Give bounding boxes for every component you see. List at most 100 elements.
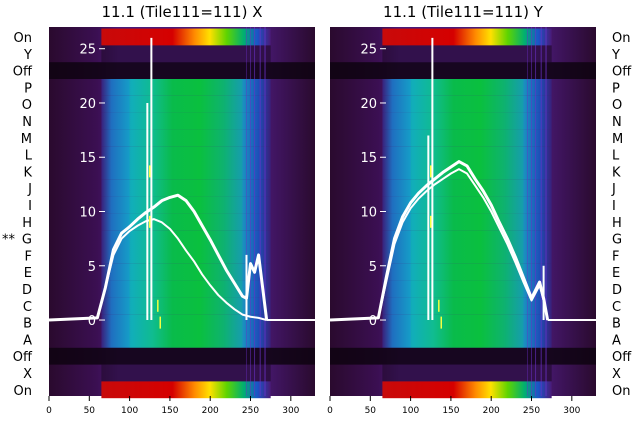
x-tick-label: 150 bbox=[442, 406, 459, 416]
heatmap-row-f bbox=[101, 247, 271, 264]
y-tick-label: 10 bbox=[79, 206, 96, 221]
heatmap-row-c bbox=[101, 297, 271, 315]
row-marker: ** bbox=[2, 233, 16, 248]
row-label: L bbox=[25, 149, 33, 164]
x-tick-label: 250 bbox=[523, 406, 540, 416]
heatmap-row-y bbox=[101, 45, 271, 63]
chart-title: 11.1 (Tile111=111) X bbox=[101, 3, 262, 21]
row-label: C bbox=[612, 300, 621, 315]
heatmap-row-l bbox=[382, 146, 552, 163]
row-label: A bbox=[23, 333, 32, 348]
heatmap-row-p bbox=[382, 79, 552, 96]
heatmap-row-k bbox=[101, 163, 271, 180]
heatmap-row-c bbox=[382, 297, 552, 315]
heatmap-row-off bbox=[330, 62, 596, 79]
heatmap-row-on bbox=[101, 28, 271, 46]
row-label: G bbox=[612, 233, 622, 248]
row-label: A bbox=[612, 333, 621, 348]
heatmap-row-f bbox=[382, 247, 552, 264]
x-tick-label: 100 bbox=[121, 406, 138, 416]
x-tick-label: 250 bbox=[242, 406, 259, 416]
row-label: Y bbox=[23, 48, 32, 63]
row-label: I bbox=[612, 199, 616, 214]
x-tick-label: 300 bbox=[563, 406, 580, 416]
row-label: H bbox=[612, 216, 622, 231]
heatmap-row-h bbox=[382, 213, 552, 231]
heatmap-row-l bbox=[101, 146, 271, 163]
x-tick-label: 0 bbox=[327, 406, 333, 416]
row-label: X bbox=[612, 367, 621, 382]
y-tick-label: 10 bbox=[360, 206, 377, 221]
heatmap-row-o bbox=[382, 95, 552, 113]
chart-panel-y: 11.1 (Tile111=111) YOnYOffPONMLKJIHGFEDC… bbox=[327, 3, 632, 416]
row-label: N bbox=[612, 115, 622, 130]
heatmap-row-b bbox=[382, 314, 552, 331]
heatmap-row-off bbox=[49, 347, 315, 365]
heatmap-row-i bbox=[382, 196, 552, 214]
heatmap-row-a bbox=[101, 331, 271, 348]
heatmap-row-g bbox=[101, 230, 271, 247]
row-label: On bbox=[14, 384, 32, 399]
row-label: F bbox=[612, 249, 619, 264]
heatmap-row-on bbox=[101, 381, 271, 399]
heatmap-row-x bbox=[382, 364, 552, 382]
heatmap-row-k bbox=[382, 163, 552, 180]
heatmap-row-m bbox=[382, 129, 552, 147]
y-tick-label: 0 bbox=[369, 314, 377, 329]
heatmap-row-on bbox=[382, 28, 552, 46]
heatmap-row-a bbox=[382, 331, 552, 348]
heatmap-row-e bbox=[101, 263, 271, 281]
x-tick-label: 0 bbox=[46, 406, 52, 416]
y-tick-label: 20 bbox=[79, 97, 96, 112]
x-tick-label: 100 bbox=[402, 406, 419, 416]
row-label: K bbox=[23, 165, 32, 180]
heatmap-row-on bbox=[382, 381, 552, 399]
row-label: E bbox=[612, 266, 620, 281]
row-label: K bbox=[612, 165, 621, 180]
heatmap-row-x bbox=[101, 364, 271, 382]
row-label: Off bbox=[13, 350, 33, 365]
row-label: Off bbox=[612, 350, 632, 365]
row-label: F bbox=[25, 249, 32, 264]
row-label: M bbox=[21, 132, 32, 147]
heatmap-row-i bbox=[101, 196, 271, 214]
y-tick-label: 25 bbox=[79, 43, 96, 58]
row-label: H bbox=[22, 216, 32, 231]
row-label: X bbox=[23, 367, 32, 382]
row-label: G bbox=[22, 233, 32, 248]
row-label: I bbox=[28, 199, 32, 214]
row-label: Off bbox=[13, 65, 33, 80]
heatmap-highlight bbox=[410, 79, 524, 348]
heatmap-row-b bbox=[101, 314, 271, 331]
x-tick-label: 300 bbox=[282, 406, 299, 416]
y-tick-label: 5 bbox=[88, 260, 96, 275]
x-tick-label: 200 bbox=[202, 406, 219, 416]
heatmap-row-j bbox=[101, 179, 271, 197]
heatmap-row-d bbox=[382, 280, 552, 298]
heatmap-row-o bbox=[101, 95, 271, 113]
heatmap-row-y bbox=[382, 45, 552, 63]
profile-series-2 bbox=[48, 218, 267, 322]
row-label: On bbox=[14, 31, 32, 46]
y-tick-label: 5 bbox=[369, 260, 377, 275]
heatmap-row-off bbox=[330, 347, 596, 365]
y-tick-label: 20 bbox=[360, 97, 377, 112]
y-tick-label: 15 bbox=[79, 151, 96, 166]
x-tick-label: 50 bbox=[365, 406, 377, 416]
row-label: J bbox=[611, 182, 616, 197]
heatmap-row-e bbox=[382, 263, 552, 281]
x-tick-label: 200 bbox=[483, 406, 500, 416]
heatmap-highlight bbox=[129, 79, 243, 348]
heatmap-row-off bbox=[49, 62, 315, 79]
chart-title: 11.1 (Tile111=111) Y bbox=[383, 3, 544, 21]
heatmap-row-p bbox=[101, 79, 271, 96]
row-label: P bbox=[24, 81, 32, 96]
row-label: P bbox=[612, 81, 620, 96]
profile-series-1 bbox=[329, 160, 550, 322]
heatmap-row-n bbox=[382, 112, 552, 130]
row-label: On bbox=[612, 31, 630, 46]
row-label: J bbox=[27, 182, 32, 197]
row-label: L bbox=[612, 149, 620, 164]
heatmap-row-h bbox=[101, 213, 271, 231]
